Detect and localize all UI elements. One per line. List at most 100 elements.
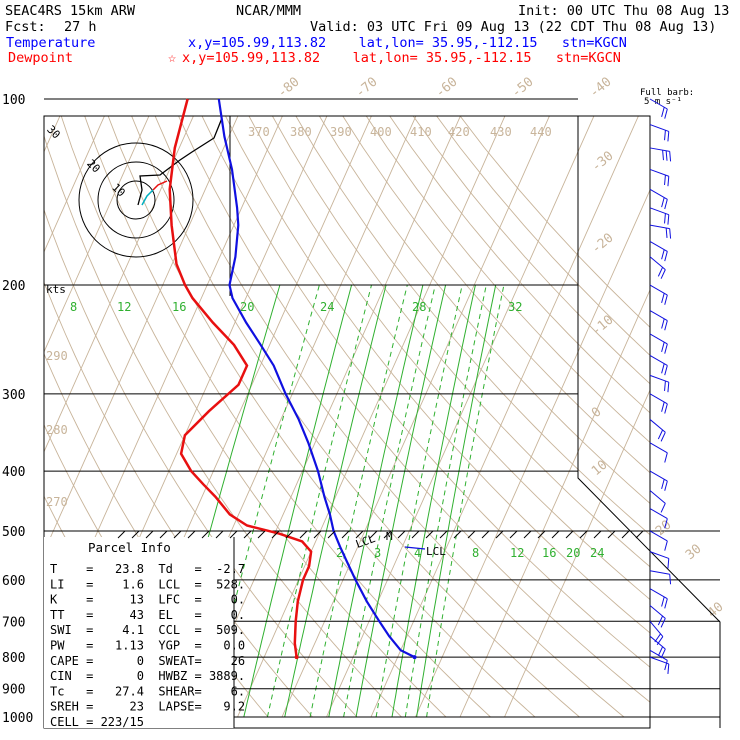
mixing-ratio-label-upper-12: 12 [117,300,131,314]
wind-barb-flag [667,214,670,225]
wind-barb-flag [660,618,666,628]
wind-barb-staff [649,530,668,542]
parcel-row-sreh: SREH = 23 LAPSE= 9.2 [50,700,245,714]
wind-barb-staff [649,188,668,200]
wind-barb-flag [664,294,668,305]
wind-barb-flag [667,558,670,569]
isotherm--70 [44,116,239,553]
hatch-mark [565,530,574,539]
wind-barb-staff [649,442,668,454]
wind-barb-flag [665,227,668,238]
hodograph-trace [137,117,223,206]
isotherm-label--60: -60 [433,74,461,101]
hodograph-ring-middle [97,161,175,239]
parcel-info-title: Parcel Info [88,540,171,555]
dry-adiabat-420 [318,116,650,504]
hatch-mark [537,530,546,539]
temperature-label: Temperature [6,35,95,51]
wind-barb-flag [664,540,668,551]
wind-barb-staff [649,620,664,637]
model-title: SEAC4RS 15km ARW [5,3,136,19]
wind-barb-flag [664,365,668,376]
hatch-mark [159,530,168,539]
right-border [577,116,721,728]
dry-adiabat-350 [154,116,625,718]
dry-adiabat-470 [436,116,650,356]
hodograph-trace-red [152,180,168,191]
hodograph-units: kts [46,283,66,296]
mixing-ratio-label-lower-16: 16 [542,546,556,560]
init-time: Init: 00 UTC Thu 08 Aug 13 [518,3,729,19]
isotherm-label--50: -50 [509,74,537,101]
plot-frame [43,115,651,729]
wind-barb-flag [664,380,666,391]
dry-adiabat-320 [84,116,491,718]
pressure-tick-400: 400 [2,465,25,480]
isotherm--90 [44,116,150,353]
pressure-tick-100: 100 [2,93,25,108]
wind-barb-flag [660,503,666,513]
wind-barb-flag [661,293,665,304]
hatch-mark [229,530,238,539]
dewpoint-profile [168,98,313,658]
wind-barb-flag [664,343,668,354]
wind-barb-flag [667,663,670,674]
wind-barb-flag [661,596,665,607]
wind-barb-flag [664,213,666,224]
theta-label-270: 270 [46,495,68,509]
mixing-ratio-label-lower-3: 3 [374,546,381,560]
dry-adiabat-380 [224,116,650,634]
wind-barb-staff [649,605,666,619]
dry-adiabat-450 [389,116,650,414]
wind-barb-flag [664,452,668,463]
wind-barb-flag [661,363,665,374]
hatch-mark [593,530,602,539]
hatch-mark [257,530,266,539]
dry-adiabat-390 [248,116,650,601]
temperature-location: x,y=105.99,113.82 lat,lon= 35.95,-112.15… [188,35,627,51]
hatch-mark [523,530,532,539]
hatch-mark [425,530,434,539]
hatch-mark [439,530,448,539]
lcl-label-right: LCL [426,545,446,558]
hatch-mark [271,530,280,539]
hatch-mark [187,530,196,539]
wind-barb-flag [660,269,666,279]
mixing-ratio-16 [375,284,463,718]
theta-label-440: 440 [530,125,552,139]
hatch-mark [341,530,350,539]
wind-barb-flag [664,480,668,491]
wind-barb-staff [649,124,669,132]
hatch-mark [495,530,504,539]
isotherm-label--70: -70 [353,74,381,101]
theta-label-380: 380 [290,125,312,139]
wind-barb-staff [649,588,668,600]
wind-barb-staff [649,355,668,366]
mixing-ratio-label-upper-16: 16 [172,300,186,314]
hatch-mark [313,530,322,539]
wind-barb-flag [664,518,668,529]
hodograph-ring-inner [116,180,156,220]
wind-barb-staff [649,393,668,405]
parcel-row-li: LI = 1.6 LCL = 528. [50,577,245,591]
pressure-tick-200: 200 [2,279,25,294]
wind-barb-staff [649,256,666,270]
parcel-row-swi: SWI = 4.1 CCL = 509. [50,623,245,637]
isotherm-40 [459,288,650,718]
wind-barb-flag [664,660,668,671]
isotherm--80 [44,116,194,453]
wind-barb-staff [649,551,669,559]
theta-label-430: 430 [490,125,512,139]
wind-barb-flag [665,150,668,161]
parcel-info-panel: Parcel Info T = 23.8 Td = -2.7LI = 1.6 L… [44,537,245,729]
parcel-row-tt: TT = 43 EL = 0. [50,608,245,622]
hatch-mark [215,530,224,539]
mixing-ratio-label-lower-8: 8 [472,546,479,560]
dewpoint-location: x,y=105.99,113.82 lat,lon= 35.95,-112.15… [182,50,621,66]
hatch-mark [579,530,588,539]
isotherm-label--30: -30 [589,148,617,175]
isotherm-20 [370,116,639,718]
parcel-row-k: K = 13 LFC = 0. [50,593,245,607]
theta-label-390: 390 [330,125,352,139]
fcst-value: 27 h [64,19,97,35]
